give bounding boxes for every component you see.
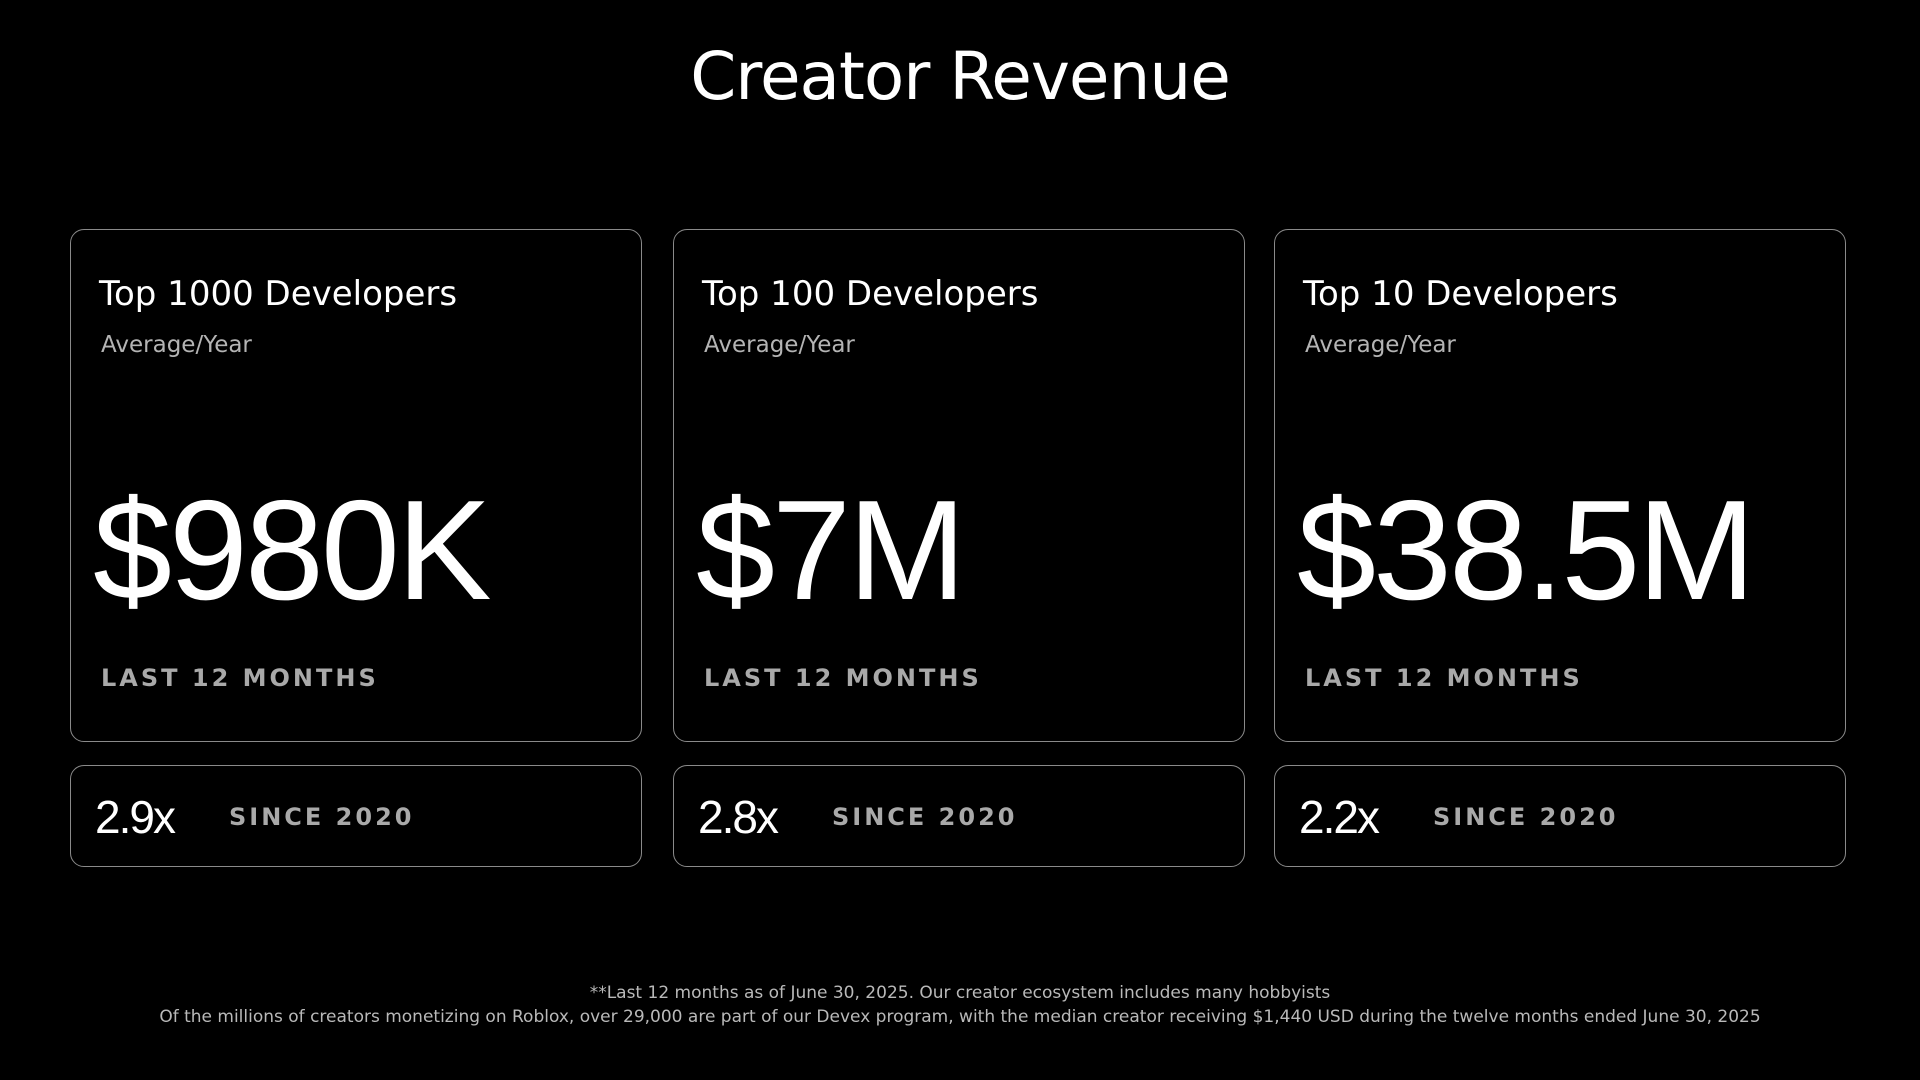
growth-box: 2.8x SINCE 2020	[673, 765, 1245, 867]
growth-since: SINCE 2020	[832, 803, 1018, 831]
growth-multiplier: 2.9x	[95, 791, 176, 843]
footnote: Of the millions of creators monetizing o…	[159, 1007, 1761, 1027]
card-subheading: Average/Year	[704, 332, 855, 358]
stat-card: Top 10 Developers Average/Year $38.5M LAST …	[1274, 229, 1846, 742]
card-amount: $38.5M	[1297, 471, 1756, 630]
growth-box: 2.2x SINCE 2020	[1274, 765, 1846, 867]
growth-since: SINCE 2020	[229, 803, 415, 831]
card-subheading: Average/Year	[101, 332, 252, 358]
growth-multiplier: 2.8x	[698, 791, 779, 843]
card-period: LAST 12 MONTHS	[101, 664, 379, 692]
stat-card: Top 100 Developers Average/Year $7M LAST 12…	[673, 229, 1245, 742]
card-amount: $980K	[93, 471, 492, 630]
card-subheading: Average/Year	[1305, 332, 1456, 358]
growth-box: 2.9x SINCE 2020	[70, 765, 642, 867]
growth-multiplier: 2.2x	[1299, 791, 1380, 843]
card-period: LAST 12 MONTHS	[704, 664, 982, 692]
card-period: LAST 12 MONTHS	[1305, 664, 1583, 692]
card-heading: Top 10 Developers	[1303, 274, 1618, 314]
card-heading: Top 100 Developers	[702, 274, 1039, 314]
card-heading: Top 1000 Developers	[99, 274, 458, 314]
footnote: **Last 12 months as of June 30, 2025. Ou…	[589, 983, 1331, 1003]
title: Creator Revenue	[690, 38, 1231, 115]
growth-since: SINCE 2020	[1433, 803, 1619, 831]
stat-card: Top 1000 Developers Average/Year $980K LAST…	[70, 229, 642, 742]
card-amount: $7M	[696, 471, 966, 630]
